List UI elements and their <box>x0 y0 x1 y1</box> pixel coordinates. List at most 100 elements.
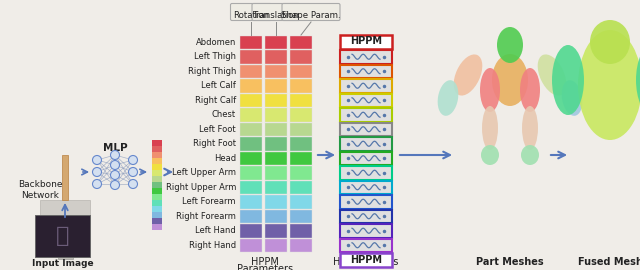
Text: Head: Head <box>214 154 236 163</box>
Bar <box>290 93 312 107</box>
Ellipse shape <box>522 106 538 150</box>
Circle shape <box>111 181 120 190</box>
Bar <box>290 123 312 136</box>
Bar <box>340 195 392 208</box>
Text: MLP: MLP <box>102 143 127 153</box>
Bar <box>152 140 162 146</box>
Ellipse shape <box>538 55 566 96</box>
Ellipse shape <box>492 54 528 106</box>
Circle shape <box>93 156 102 164</box>
Bar <box>290 79 312 93</box>
Text: Shape Param.: Shape Param. <box>281 11 341 19</box>
Bar <box>265 93 287 107</box>
Bar <box>240 195 262 208</box>
Bar <box>290 181 312 194</box>
Bar <box>240 224 262 238</box>
Bar <box>290 224 312 238</box>
Bar <box>240 238 262 252</box>
Bar <box>340 224 392 238</box>
Bar <box>290 210 312 223</box>
Bar <box>265 238 287 252</box>
Text: Left Forearm: Left Forearm <box>182 197 236 206</box>
Circle shape <box>111 170 120 180</box>
Text: Right Upper Arm: Right Upper Arm <box>166 183 236 192</box>
Text: 👤: 👤 <box>56 226 69 246</box>
Text: Input Image: Input Image <box>32 259 93 268</box>
Bar <box>152 194 162 200</box>
Ellipse shape <box>636 45 640 115</box>
Text: HPPM: HPPM <box>350 36 382 46</box>
Text: Parameters: Parameters <box>237 264 293 270</box>
FancyBboxPatch shape <box>252 4 300 21</box>
Bar <box>240 137 262 150</box>
Bar <box>152 158 162 164</box>
Ellipse shape <box>552 45 584 115</box>
Bar <box>340 65 392 78</box>
Bar <box>240 166 262 180</box>
Circle shape <box>129 167 138 177</box>
Text: Backbone
Network: Backbone Network <box>18 180 62 200</box>
Text: Left Foot: Left Foot <box>200 125 236 134</box>
Bar <box>35 215 90 257</box>
Ellipse shape <box>578 30 640 140</box>
Bar <box>340 210 392 223</box>
Bar <box>290 137 312 150</box>
Bar <box>152 146 162 152</box>
Bar <box>340 50 392 63</box>
Ellipse shape <box>438 80 458 116</box>
Bar <box>40 200 90 218</box>
Text: Right Foot: Right Foot <box>193 139 236 148</box>
Bar <box>340 93 392 107</box>
Bar <box>240 151 262 165</box>
Text: HPPM Models: HPPM Models <box>333 257 399 267</box>
Bar <box>152 164 162 170</box>
Bar <box>340 253 392 266</box>
Text: Part Meshes: Part Meshes <box>476 257 544 267</box>
Bar <box>265 65 287 78</box>
Ellipse shape <box>454 55 483 96</box>
Bar <box>340 166 392 180</box>
Bar <box>265 151 287 165</box>
Text: Left Calf: Left Calf <box>201 81 236 90</box>
Ellipse shape <box>482 106 498 150</box>
Ellipse shape <box>520 68 540 112</box>
Bar <box>240 210 262 223</box>
Circle shape <box>93 180 102 188</box>
Circle shape <box>111 150 120 160</box>
Bar <box>152 200 162 206</box>
Bar <box>340 151 392 165</box>
Bar <box>265 123 287 136</box>
Bar <box>152 212 162 218</box>
Ellipse shape <box>521 145 539 165</box>
Bar <box>265 181 287 194</box>
Bar <box>265 108 287 122</box>
Text: Right Calf: Right Calf <box>195 96 236 105</box>
Bar <box>265 79 287 93</box>
Bar <box>240 108 262 122</box>
Ellipse shape <box>562 80 582 116</box>
Bar <box>340 35 392 49</box>
Bar <box>290 238 312 252</box>
Bar <box>152 182 162 188</box>
Text: Translation: Translation <box>253 11 300 19</box>
Bar <box>152 206 162 212</box>
Bar <box>240 123 262 136</box>
Bar <box>240 65 262 78</box>
Bar <box>152 176 162 182</box>
Bar <box>265 137 287 150</box>
Text: Left Upper Arm: Left Upper Arm <box>172 168 236 177</box>
Bar <box>340 79 392 93</box>
Text: Left Hand: Left Hand <box>195 226 236 235</box>
Bar <box>340 137 392 150</box>
Bar <box>240 79 262 93</box>
Bar <box>58 246 72 259</box>
Bar <box>265 166 287 180</box>
Bar <box>240 35 262 49</box>
Text: Right Forearm: Right Forearm <box>176 212 236 221</box>
Circle shape <box>129 156 138 164</box>
Bar <box>340 181 392 194</box>
Bar <box>46 218 84 233</box>
Bar <box>152 188 162 194</box>
Ellipse shape <box>480 68 500 112</box>
FancyBboxPatch shape <box>230 4 271 21</box>
